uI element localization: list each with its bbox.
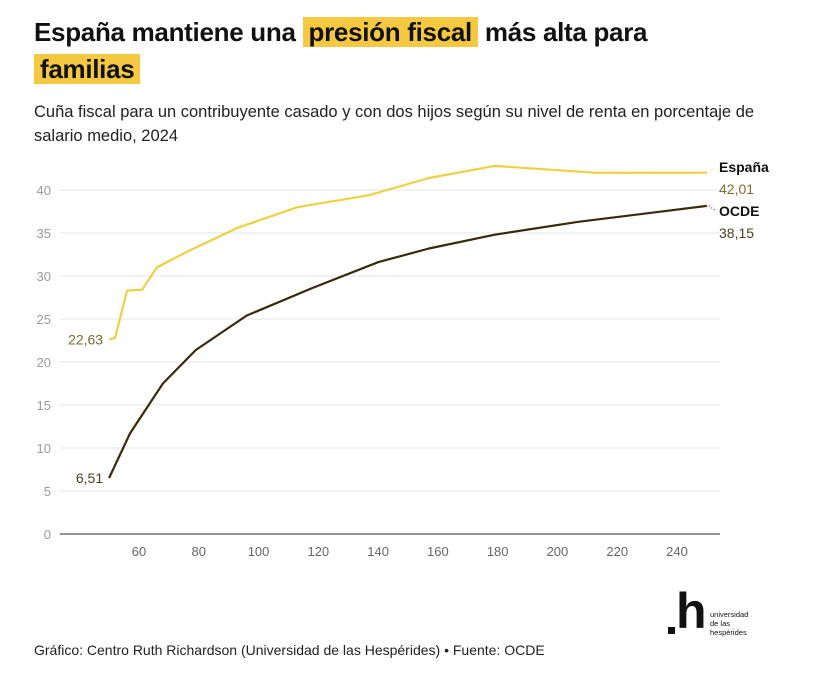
- x-tick-label: 60: [132, 544, 146, 559]
- logo-text-line: de las: [710, 619, 731, 628]
- title-part-1: España mantiene una: [34, 17, 303, 47]
- series-line-españa: [108, 164, 707, 341]
- title-highlight-presion-fiscal: presión fiscal: [302, 17, 478, 47]
- series-line-ocde: [108, 204, 708, 479]
- start-value-label: 6,51: [76, 470, 103, 486]
- logo-dot: [668, 627, 675, 634]
- x-tick-label: 180: [487, 544, 509, 559]
- universidad-hesperides-logo: h universidad de las hespérides: [668, 586, 788, 644]
- x-tick-label: 160: [427, 544, 449, 559]
- logo-text-line: universidad: [710, 610, 749, 619]
- y-tick-label: 40: [37, 183, 51, 198]
- y-tick-label: 15: [37, 398, 51, 413]
- x-tick-label: 140: [367, 544, 389, 559]
- y-tick-label: 25: [37, 312, 51, 327]
- y-tick-label: 10: [37, 441, 51, 456]
- x-tick-label: 100: [248, 544, 270, 559]
- y-tick-label: 20: [37, 355, 51, 370]
- y-tick-label: 35: [37, 226, 51, 241]
- logo-text: universidad de las hespérides: [710, 610, 748, 637]
- x-tick-label: 80: [192, 544, 206, 559]
- end-value-label: 42,01: [719, 181, 754, 197]
- series-name-label: OCDE: [719, 203, 759, 219]
- y-tick-label: 5: [44, 484, 51, 499]
- logo-mark: h: [676, 583, 707, 639]
- label-connector: [708, 205, 717, 212]
- start-value-label: 22,63: [68, 331, 103, 347]
- title-highlight-familias: familias: [34, 54, 141, 84]
- logo-text-line: hespérides: [710, 628, 747, 637]
- title-part-2: más alta para: [477, 17, 648, 47]
- x-tick-label: 200: [547, 544, 569, 559]
- y-tick-label: 30: [37, 269, 51, 284]
- x-tick-label: 120: [307, 544, 329, 559]
- y-tick-label: 0: [44, 527, 51, 542]
- source-footer: Gráfico: Centro Ruth Richardson (Univers…: [34, 642, 545, 658]
- x-tick-label: 240: [666, 544, 688, 559]
- label-connector: [708, 166, 717, 174]
- chart-title: España mantiene una presión fiscal más a…: [34, 14, 794, 88]
- x-tick-label: 220: [606, 544, 628, 559]
- chart-subtitle: Cuña fiscal para un contribuyente casado…: [34, 103, 755, 145]
- series-name-label: España: [719, 159, 769, 175]
- end-value-label: 38,15: [719, 225, 754, 241]
